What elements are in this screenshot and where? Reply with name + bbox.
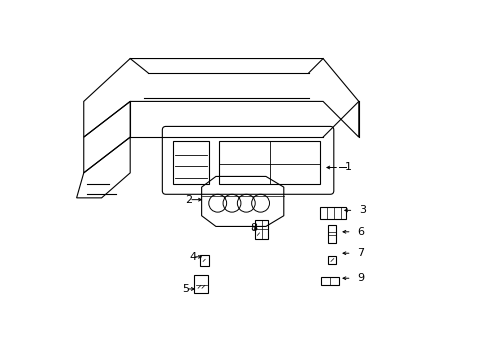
Bar bbox=[328, 225, 336, 243]
Bar bbox=[194, 275, 207, 293]
Text: 2: 2 bbox=[185, 195, 192, 204]
Text: 3: 3 bbox=[358, 205, 365, 215]
Bar bbox=[328, 256, 336, 264]
Bar bbox=[200, 255, 208, 266]
Text: 8: 8 bbox=[249, 223, 257, 233]
Bar bbox=[173, 141, 208, 184]
Bar bbox=[321, 277, 339, 285]
Bar bbox=[319, 207, 346, 219]
Text: 6: 6 bbox=[356, 227, 363, 237]
Text: 9: 9 bbox=[356, 273, 364, 283]
Text: 5: 5 bbox=[182, 284, 189, 294]
Text: 7: 7 bbox=[356, 248, 364, 258]
Bar bbox=[255, 220, 267, 239]
Text: 1: 1 bbox=[344, 162, 351, 172]
Text: 4: 4 bbox=[189, 252, 196, 262]
Bar bbox=[219, 141, 319, 184]
